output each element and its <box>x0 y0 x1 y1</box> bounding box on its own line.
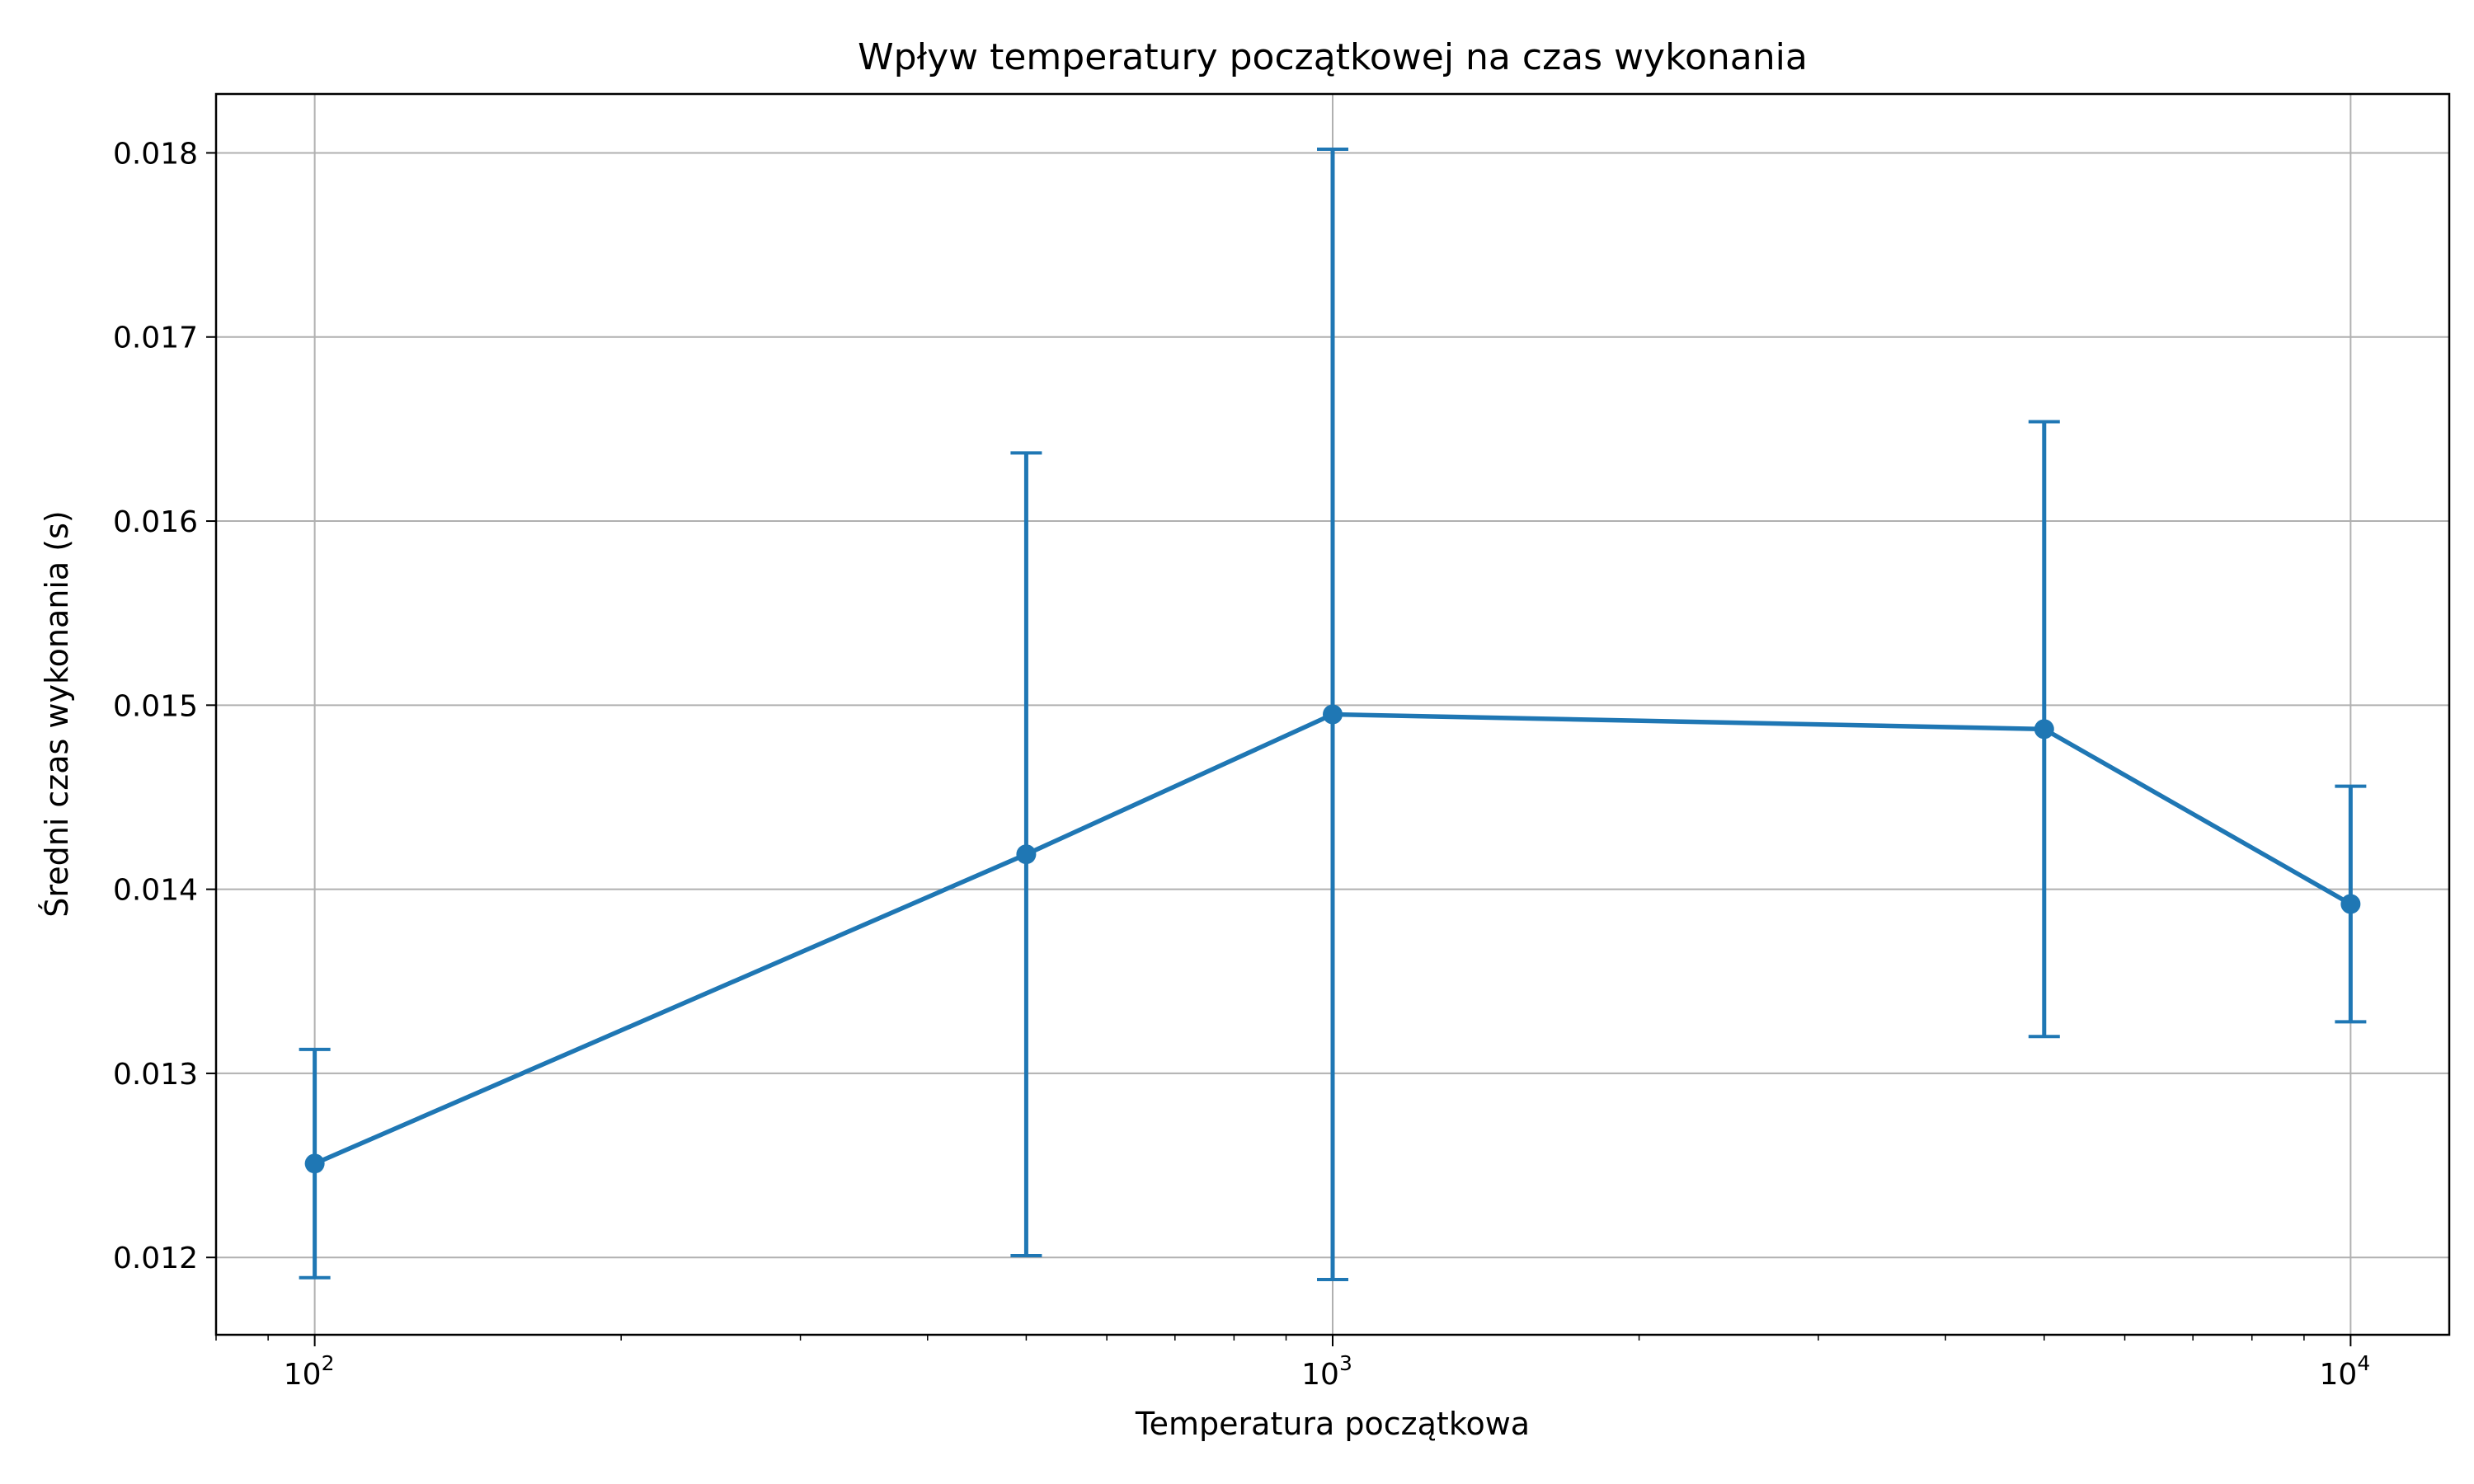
y-axis-label: Średni czas wykonania (s) <box>39 510 75 917</box>
data-point <box>1016 844 1037 865</box>
y-tick-label: 0.012 <box>113 1242 198 1275</box>
y-tick-label: 0.017 <box>113 322 198 355</box>
x-axis-label: Temperatura początkowa <box>1135 1406 1530 1442</box>
data-point <box>1323 704 1343 725</box>
data-point <box>304 1153 325 1174</box>
y-tick-label: 0.013 <box>113 1058 198 1092</box>
data-point <box>2034 719 2054 740</box>
y-tick-label: 0.015 <box>113 689 198 723</box>
chart-title: Wpływ temperatury początkowej na czas wy… <box>858 36 1808 78</box>
y-tick-label: 0.014 <box>113 874 198 908</box>
data-series <box>299 147 2367 1282</box>
data-point <box>2340 894 2361 914</box>
x-tick-label: 102 <box>284 1351 335 1392</box>
y-tick-label: 0.016 <box>113 505 198 539</box>
y-tick-label: 0.018 <box>113 137 198 171</box>
